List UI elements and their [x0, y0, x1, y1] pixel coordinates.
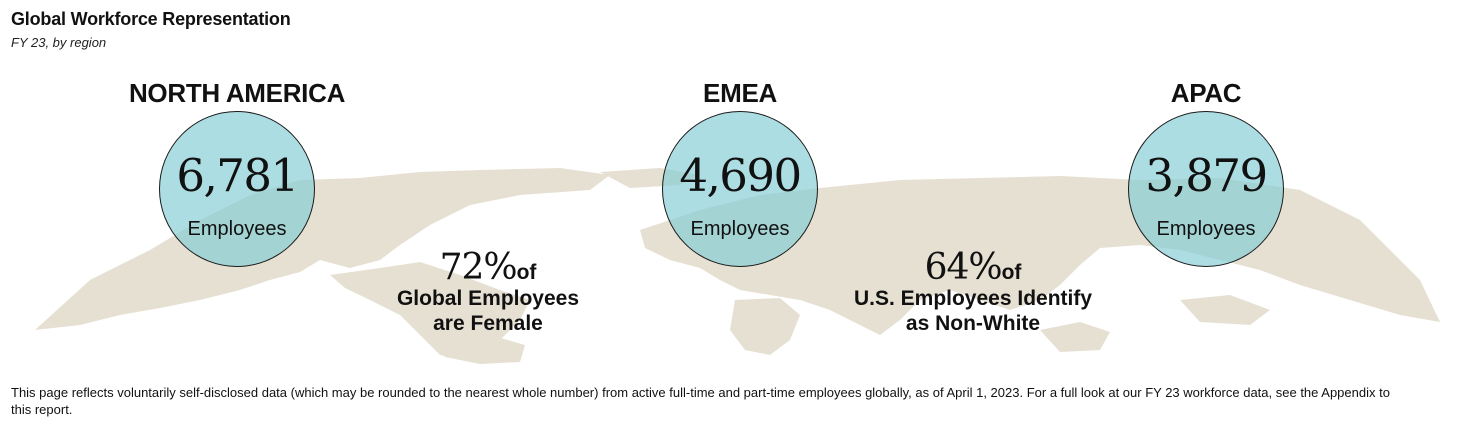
page-title: Global Workforce Representation [11, 9, 291, 29]
employee-unit-label-north-america: Employees [187, 218, 287, 240]
footnote: This page reflects voluntarily self-disc… [11, 385, 1390, 417]
stat-non-white-line1: U.S. Employees Identify [853, 287, 1093, 310]
stat-female-of: of [516, 261, 537, 284]
stat-female: 72%of Global Employees are Female [397, 250, 579, 336]
region-bubble-apac: 3,879 Employees [1128, 111, 1284, 267]
stat-female-percent: 72% [439, 247, 518, 288]
region-bubble-emea: 4,690 Employees [662, 111, 818, 267]
region-bubble-north-america: 6,781 Employees [159, 111, 315, 267]
region-label-north-america: NORTH AMERICA [128, 78, 346, 108]
stat-non-white: 64%of U.S. Employees Identify as Non-Whi… [854, 250, 1092, 336]
stat-female-line2: are Female [433, 312, 543, 335]
page-subtitle: FY 23, by region [11, 35, 107, 50]
employee-unit-label-emea: Employees [690, 218, 790, 240]
region-label-emea: EMEA [703, 78, 777, 108]
stat-non-white-of: of [1001, 261, 1022, 284]
stat-female-line1: Global Employees [396, 287, 580, 310]
region-label-apac: APAC [1170, 78, 1242, 108]
employee-count-apac: 3,879 [1145, 149, 1268, 202]
stat-non-white-line2: as Non-White [905, 312, 1041, 335]
employee-count-emea: 4,690 [679, 149, 802, 202]
stat-non-white-percent: 64% [924, 247, 1003, 288]
employee-count-north-america: 6,781 [176, 149, 299, 202]
employee-unit-label-apac: Employees [1156, 218, 1256, 240]
